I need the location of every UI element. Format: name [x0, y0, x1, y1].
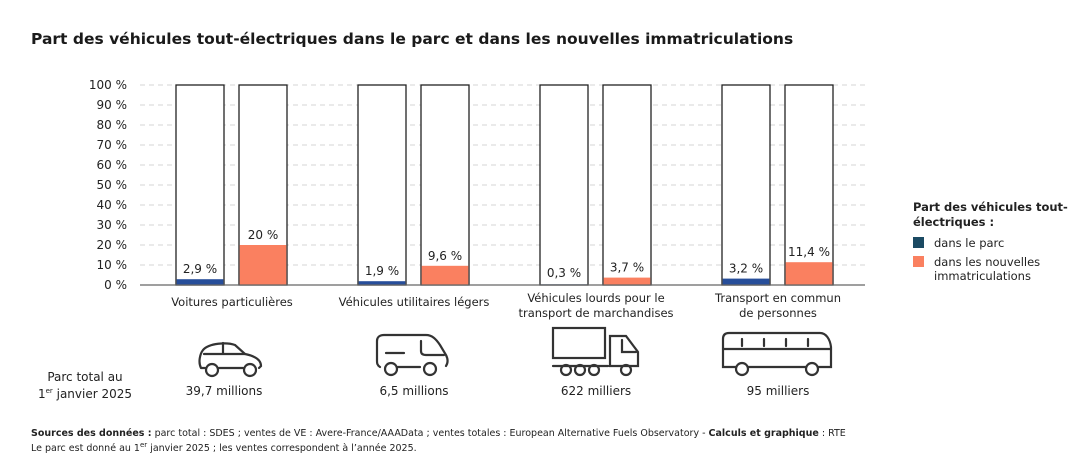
truck-icon	[551, 326, 640, 377]
y-tick-label: 100 %	[89, 78, 127, 92]
note-sup: er	[139, 441, 148, 449]
bar	[358, 281, 406, 285]
category-label: Véhicules utilitaires légers	[324, 295, 504, 310]
bar-frame	[784, 84, 834, 286]
data-label: 2,9 %	[183, 262, 217, 276]
bar-frame	[420, 84, 470, 286]
bus-icon	[721, 331, 833, 377]
y-tick-label: 50 %	[97, 178, 128, 192]
legend-swatch	[913, 237, 924, 248]
y-tick-label: 0 %	[104, 278, 127, 292]
bar	[421, 265, 469, 285]
legend-item-immatriculations: dans les nouvelles immatriculations	[913, 255, 1090, 283]
y-tick-label: 90 %	[97, 98, 128, 112]
data-label: 0,3 %	[547, 266, 581, 280]
calc-text: : RTE	[818, 428, 846, 439]
legend-label: dans le parc	[934, 236, 1005, 250]
bar-frame	[539, 84, 589, 286]
bar-frame	[357, 84, 407, 286]
category-label-line: Transport en commun	[715, 291, 841, 305]
bar	[176, 279, 224, 285]
category-label-line: Véhicules lourds pour le	[527, 291, 665, 305]
y-tick-label: 70 %	[97, 138, 128, 152]
calc-label: Calculs et graphique	[708, 428, 819, 439]
y-tick-label: 10 %	[97, 258, 128, 272]
category-label-line: de personnes	[739, 306, 817, 320]
ordinal: 1	[37, 387, 46, 401]
bar	[722, 278, 770, 285]
parc-total-value: 6,5 millions	[379, 384, 449, 398]
ordinal-sup: er	[45, 387, 53, 395]
parc-total-value: 39,7 millions	[185, 384, 263, 398]
van-icon	[375, 333, 449, 377]
y-tick-label: 60 %	[97, 158, 128, 172]
parc-total-value: 622 milliers	[560, 384, 632, 398]
category-label-line: Véhicules utilitaires légers	[338, 295, 490, 309]
data-label: 9,6 %	[428, 249, 462, 263]
category-label: Voitures particulières	[142, 295, 322, 310]
footer-note: Le parc est donné au 1er janvier 2025 ; …	[31, 441, 417, 454]
data-label: 11,4 %	[788, 245, 830, 259]
y-tick-label: 30 %	[97, 218, 128, 232]
car-icon	[198, 341, 263, 378]
category-label-line: Voitures particulières	[171, 295, 293, 309]
data-label: 20 %	[248, 228, 279, 242]
footer-sources: Sources des données : parc total : SDES …	[31, 428, 846, 439]
date-text: janvier 2025	[52, 387, 133, 401]
bar-frame	[175, 84, 225, 286]
bar	[785, 262, 833, 285]
parc-label-line1: Parc total au	[47, 370, 123, 384]
category-label: Véhicules lourds pour le transport de mar…	[506, 291, 686, 321]
parc-total-value: 95 milliers	[746, 384, 810, 398]
category-label-line: transport de marchandises	[518, 306, 674, 320]
parc-total-label: Parc total au 1er janvier 2025	[30, 370, 140, 401]
data-label: 1,9 %	[365, 264, 399, 278]
chart-title: Part des véhicules tout-électriques dans…	[31, 30, 794, 48]
sources-text: parc total : SDES ; ventes de VE : Avere…	[151, 428, 709, 439]
note-text: janvier 2025 ; les ventes correspondent …	[147, 443, 417, 455]
parc-label-line2: 1er janvier 2025	[30, 384, 140, 401]
note-text: Le parc est donné au 1	[31, 443, 140, 455]
legend-item-parc: dans le parc	[913, 236, 1090, 250]
legend: Part des véhicules tout-électriques : da…	[913, 200, 1090, 288]
category-label: Transport en commun de personnes	[688, 291, 868, 321]
legend-swatch	[913, 256, 924, 267]
data-label: 3,7 %	[610, 261, 644, 275]
bar-frame	[602, 84, 652, 286]
y-tick-label: 80 %	[97, 118, 128, 132]
bar	[239, 245, 287, 285]
legend-label: dans les nouvelles immatriculations	[934, 255, 1041, 283]
bar	[603, 277, 651, 285]
bar-frame	[721, 84, 771, 286]
sources-label: Sources des données :	[31, 428, 152, 439]
y-tick-label: 40 %	[97, 198, 128, 212]
y-tick-label: 20 %	[97, 238, 128, 252]
legend-title: Part des véhicules tout-électriques :	[913, 200, 1068, 229]
data-label: 3,2 %	[729, 262, 763, 276]
